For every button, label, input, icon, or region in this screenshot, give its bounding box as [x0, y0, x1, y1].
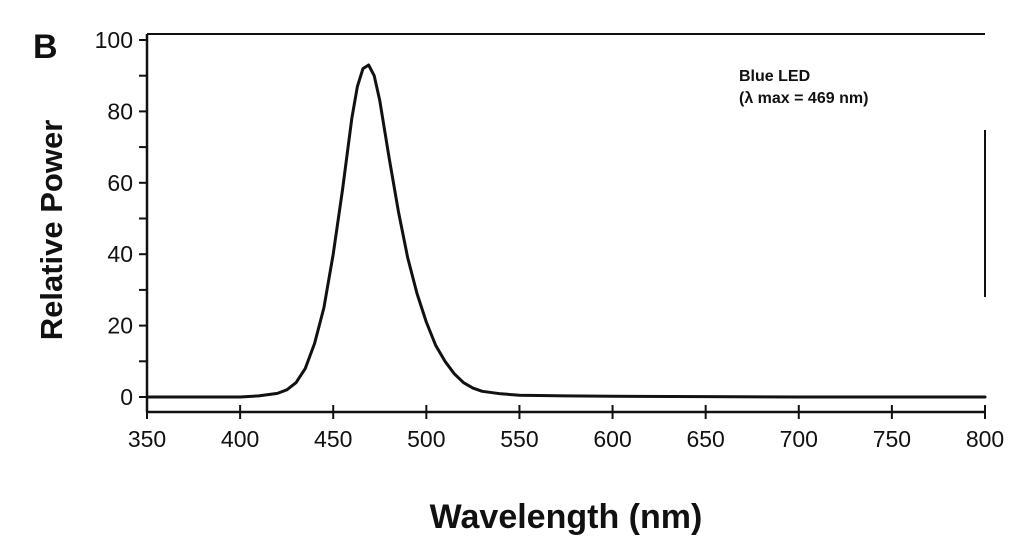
x-tick-label: 350 — [128, 426, 166, 452]
series-line-0 — [145, 63, 987, 399]
y-tick-label: 40 — [107, 241, 133, 267]
x-axis-title: Wavelength (nm) — [430, 498, 703, 536]
annotation-line-1: Blue LED — [739, 68, 810, 85]
x-tick-label: 600 — [593, 426, 631, 452]
x-tick-label: 450 — [314, 426, 352, 452]
annotation-line-2: (λ max = 469 nm) — [739, 90, 868, 107]
series-group — [145, 63, 987, 399]
y-tick-label: 0 — [120, 384, 133, 410]
y-axis-title: Relative Power — [34, 120, 69, 341]
y-axis-title-group: Relative Power — [34, 120, 69, 341]
y-tick-label: 80 — [107, 98, 133, 124]
x-tick-label: 650 — [686, 426, 724, 452]
x-tick-label: 800 — [966, 426, 1004, 452]
x-tick-label: 500 — [407, 426, 445, 452]
y-tick-label: 20 — [107, 313, 133, 339]
x-tick-label: 750 — [873, 426, 911, 452]
y-tick-label: 100 — [95, 27, 133, 53]
x-tick-label: 700 — [780, 426, 818, 452]
y-tick-label: 60 — [107, 170, 133, 196]
ticks: 350 400 450 500 550 600 650 700 750 800 0 20 40 60 80 1… — [95, 27, 1005, 452]
panel-label: B — [33, 28, 58, 66]
axes — [145, 33, 986, 414]
x-tick-label: 550 — [500, 426, 538, 452]
x-tick-label: 400 — [221, 426, 259, 452]
